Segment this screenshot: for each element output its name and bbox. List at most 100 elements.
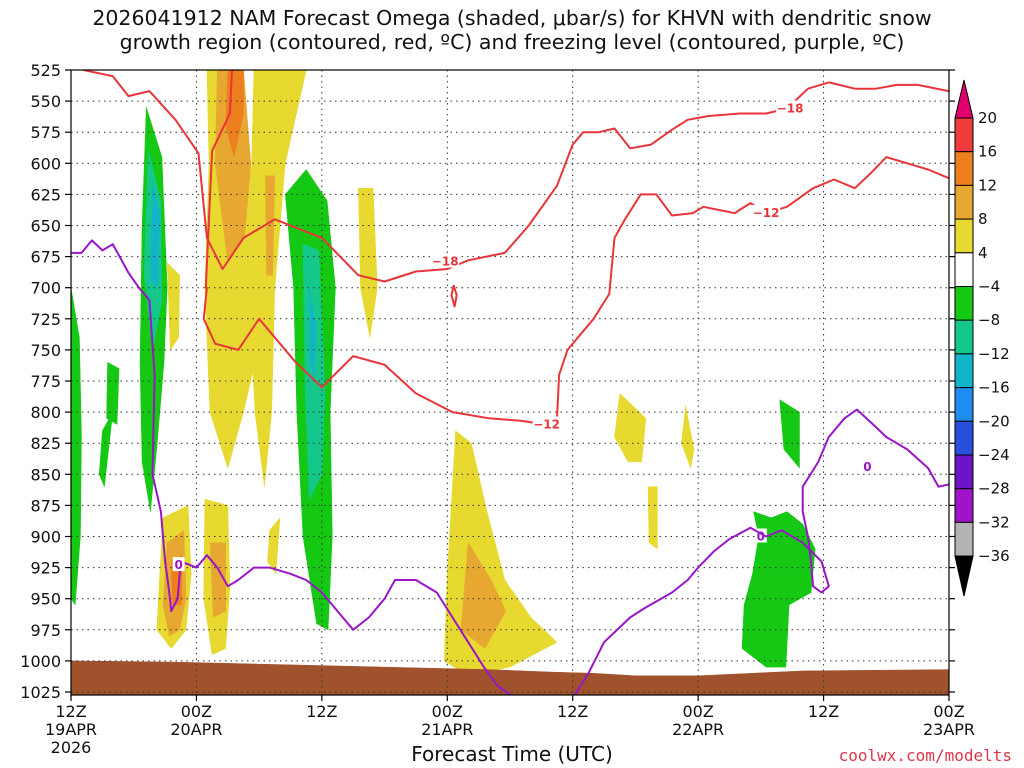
colorbar-swatch-8 [954, 353, 974, 389]
freezing_level_0-label-2: 0 [863, 460, 871, 474]
plot-frame [70, 69, 950, 696]
x-tick-label-h48-1: 12Z [557, 702, 588, 721]
colorbar-swatch-13 [954, 521, 974, 557]
omega_negative_4_8-region-6 [106, 361, 120, 425]
chart-title-line-2: growth region (contoured, red, ºC) and f… [119, 30, 905, 54]
dgz_-12-contour [202, 70, 949, 426]
colorbar-label-5: −4 [978, 278, 1000, 296]
omega-shading-layer [71, 70, 949, 695]
omega_positive_4_8-region-4 [358, 187, 378, 338]
y-tick-label-975: 975 [30, 621, 61, 640]
x-tick-label-h0-3: 2026 [51, 738, 92, 757]
x-tick-label-h60-1: 00Z [682, 702, 713, 721]
x-tick-label-h84-1: 00Z [933, 702, 964, 721]
freezing_level_0-contour [71, 239, 513, 695]
omega_positive_4_8-region-5 [166, 262, 180, 351]
y-tick-label-650: 650 [30, 217, 61, 236]
y-tick-label-675: 675 [30, 248, 61, 267]
y-tick-label-600: 600 [30, 154, 61, 173]
freezing_level_0_b-contour [573, 408, 949, 695]
freezing_level_0-label-bg-2 [861, 458, 874, 473]
colorbar-swatch-2 [954, 151, 974, 186]
omega_positive_4_8-region-10 [267, 517, 281, 575]
colorbar-label-0: 20 [978, 109, 997, 127]
y-tick-label-900: 900 [30, 528, 61, 547]
omega_positive_4_8-region-8 [681, 405, 695, 470]
x-axis-label: Forecast Time (UTC) [411, 742, 613, 766]
dgz_-18-label-bg-1 [776, 100, 805, 115]
colorbar-swatch-12 [954, 488, 974, 523]
colorbar-swatch-11 [954, 454, 974, 490]
dgz_-12-label-bg-1 [752, 205, 781, 220]
colorbar-swatch-1 [954, 117, 974, 153]
y-tick-label-575: 575 [30, 123, 61, 142]
colorbar-label-12: −32 [978, 513, 1010, 531]
colorbar-swatch-top [954, 79, 974, 119]
omega_negative_4_8-region-4 [779, 399, 800, 469]
colorbar-label-6: −8 [978, 311, 1000, 329]
x-tick-label-h0-2: 19APR [45, 720, 97, 739]
y-tick-label-750: 750 [30, 341, 61, 360]
y-tick-label-925: 925 [30, 559, 61, 578]
colorbar-label-9: −20 [978, 412, 1010, 430]
colorbar-label-1: 16 [978, 143, 997, 161]
colorbar-swatch-bottom [954, 555, 974, 597]
y-tick-label-825: 825 [30, 434, 61, 453]
chart-title: 2026041912 NAM Forecast Omega (shaded, μ… [0, 6, 1024, 54]
colorbar-swatch-10 [954, 420, 974, 456]
y-tick-label-775: 775 [30, 372, 61, 391]
omega_negative_4_8-region-2 [98, 411, 114, 488]
omega_positive_4_8-region-7 [614, 392, 647, 463]
colorbar-swatch-7 [954, 319, 974, 355]
x-tick-label-h0-1: 12Z [55, 702, 86, 721]
dgz_-18-label-bg-0 [431, 253, 460, 268]
credit-text[interactable]: coolwx.com/modelts [838, 746, 1012, 765]
y-tick-label-875: 875 [30, 496, 61, 515]
colorbar-label-10: −24 [978, 446, 1010, 464]
colorbar-label-2: 12 [978, 176, 997, 194]
colorbar-label-3: 8 [978, 210, 988, 228]
y-tick-label-850: 850 [30, 465, 61, 484]
colorbar-swatch-5 [954, 252, 974, 288]
contour-layer: −18 −18 −12 −12 0 0 0 [71, 70, 949, 695]
colorbar-swatch-3 [954, 184, 974, 220]
x-tick-label-h12-2: 20APR [170, 720, 222, 739]
colorbar-swatch-6 [954, 286, 974, 321]
x-tick-label-h84-2: 23APR [923, 720, 975, 739]
y-tick-label-800: 800 [30, 403, 61, 422]
y-tick-label-1000: 1000 [20, 652, 61, 671]
x-tick-label-h36-2: 21APR [421, 720, 473, 739]
freezing_level_0-label-bg-0 [172, 557, 185, 572]
y-tick-label-700: 700 [30, 279, 61, 298]
y-tick-label-950: 950 [30, 590, 61, 609]
x-tick-label-h36-1: 00Z [432, 702, 463, 721]
x-tick-label-h12-1: 00Z [181, 702, 212, 721]
ground-region-0 [71, 660, 949, 695]
colorbar-label-4: 4 [978, 244, 988, 262]
colorbar: 20 16 12 8 4 −4 −8 −12 −16 −20 −24 −28 −32 −36 [954, 79, 1010, 597]
x-tick-label-h72-1: 12Z [808, 702, 839, 721]
omega_positive_4_8-region-6 [443, 430, 558, 677]
freezing_level_0-label-1: 0 [757, 530, 765, 544]
freezing_level_0-label-0: 0 [174, 558, 182, 572]
colorbar-label-8: −16 [978, 379, 1010, 397]
colorbar-label-13: −36 [978, 547, 1010, 565]
dgz_-12-label-bg-0 [532, 416, 561, 431]
dgz_-18_island-contour [450, 284, 458, 308]
y-tick-label-1025: 1025 [20, 683, 61, 702]
colorbar-swatch-9 [954, 387, 974, 422]
omega_negative_4_8-region-5 [741, 511, 816, 668]
omega_negative_4_8-region-1 [71, 287, 82, 606]
omega_positive_4_8-region-1 [248, 70, 307, 487]
axis-layer: 525 550 575 600 625 650 675 700 725 750 775 800 825 8… [20, 61, 975, 757]
colorbar-label-7: −12 [978, 345, 1010, 363]
y-tick-label-550: 550 [30, 92, 61, 111]
y-tick-label-625: 625 [30, 185, 61, 204]
colorbar-label-11: −28 [978, 480, 1010, 498]
dgz_-18-label-0: −18 [432, 255, 459, 269]
y-tick-label-525: 525 [30, 61, 61, 80]
omega_positive_8_12-region-2 [209, 542, 226, 618]
x-tick-label-h24-1: 12Z [306, 702, 337, 721]
colorbar-swatch-4 [954, 218, 974, 254]
